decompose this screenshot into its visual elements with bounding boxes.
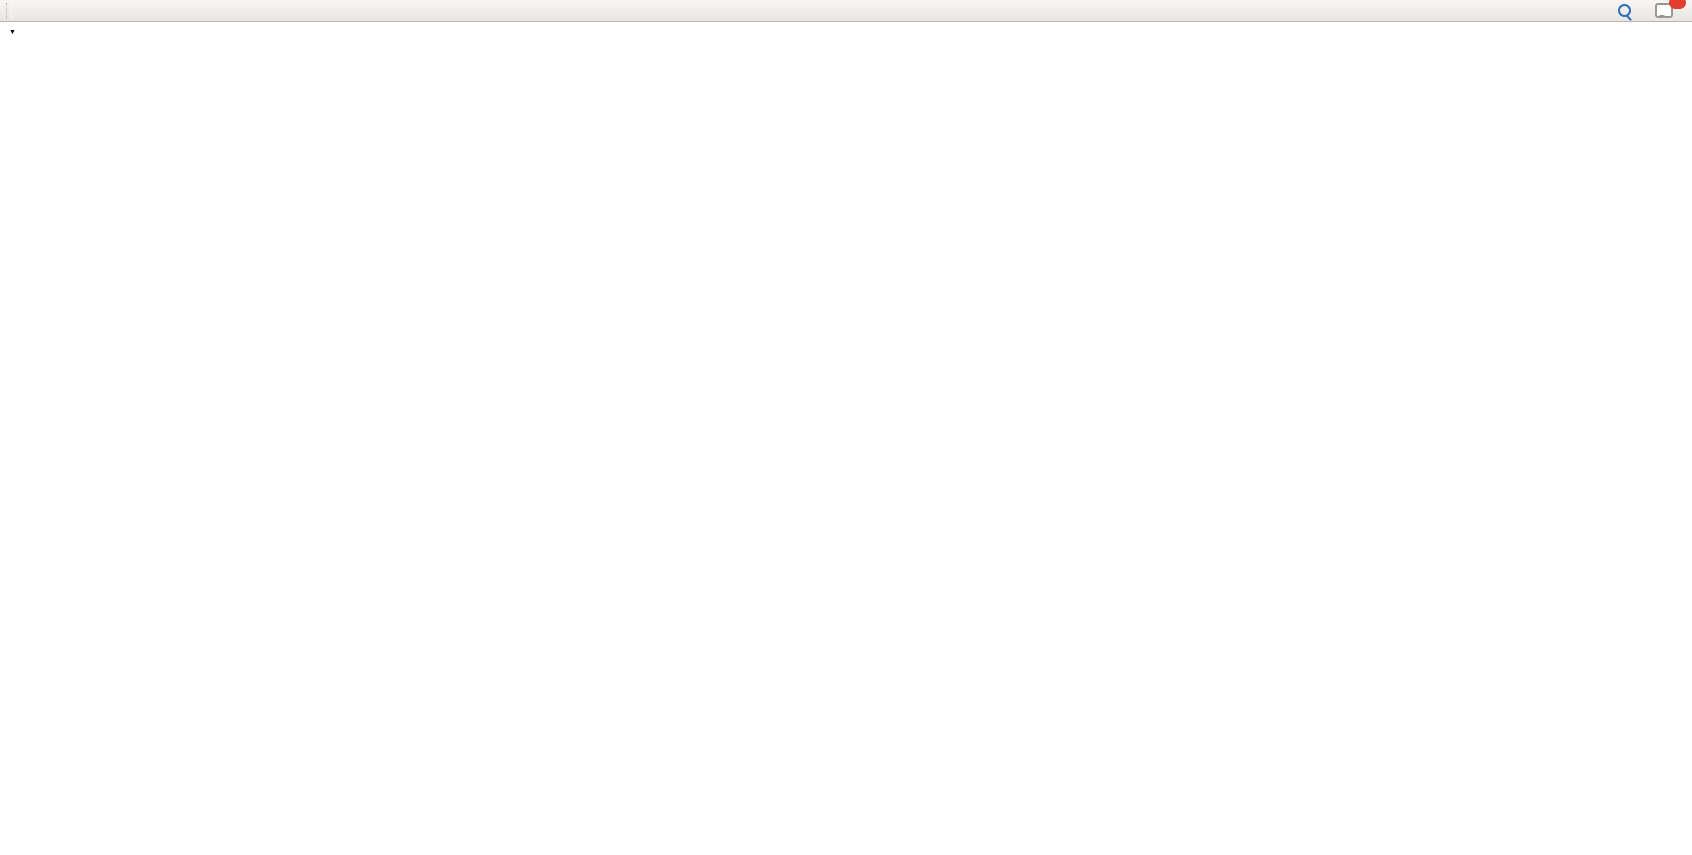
chart-collapse-triangle-icon[interactable]: ▼ [9,29,16,36]
chat-bubble-icon [1655,3,1673,18]
toolbar-separator [6,2,12,19]
notification-badge [1669,0,1686,9]
main-toolbar [0,0,1692,22]
search-button[interactable] [1612,1,1637,21]
notifications-button[interactable] [1649,0,1686,21]
search-icon [1618,4,1631,17]
